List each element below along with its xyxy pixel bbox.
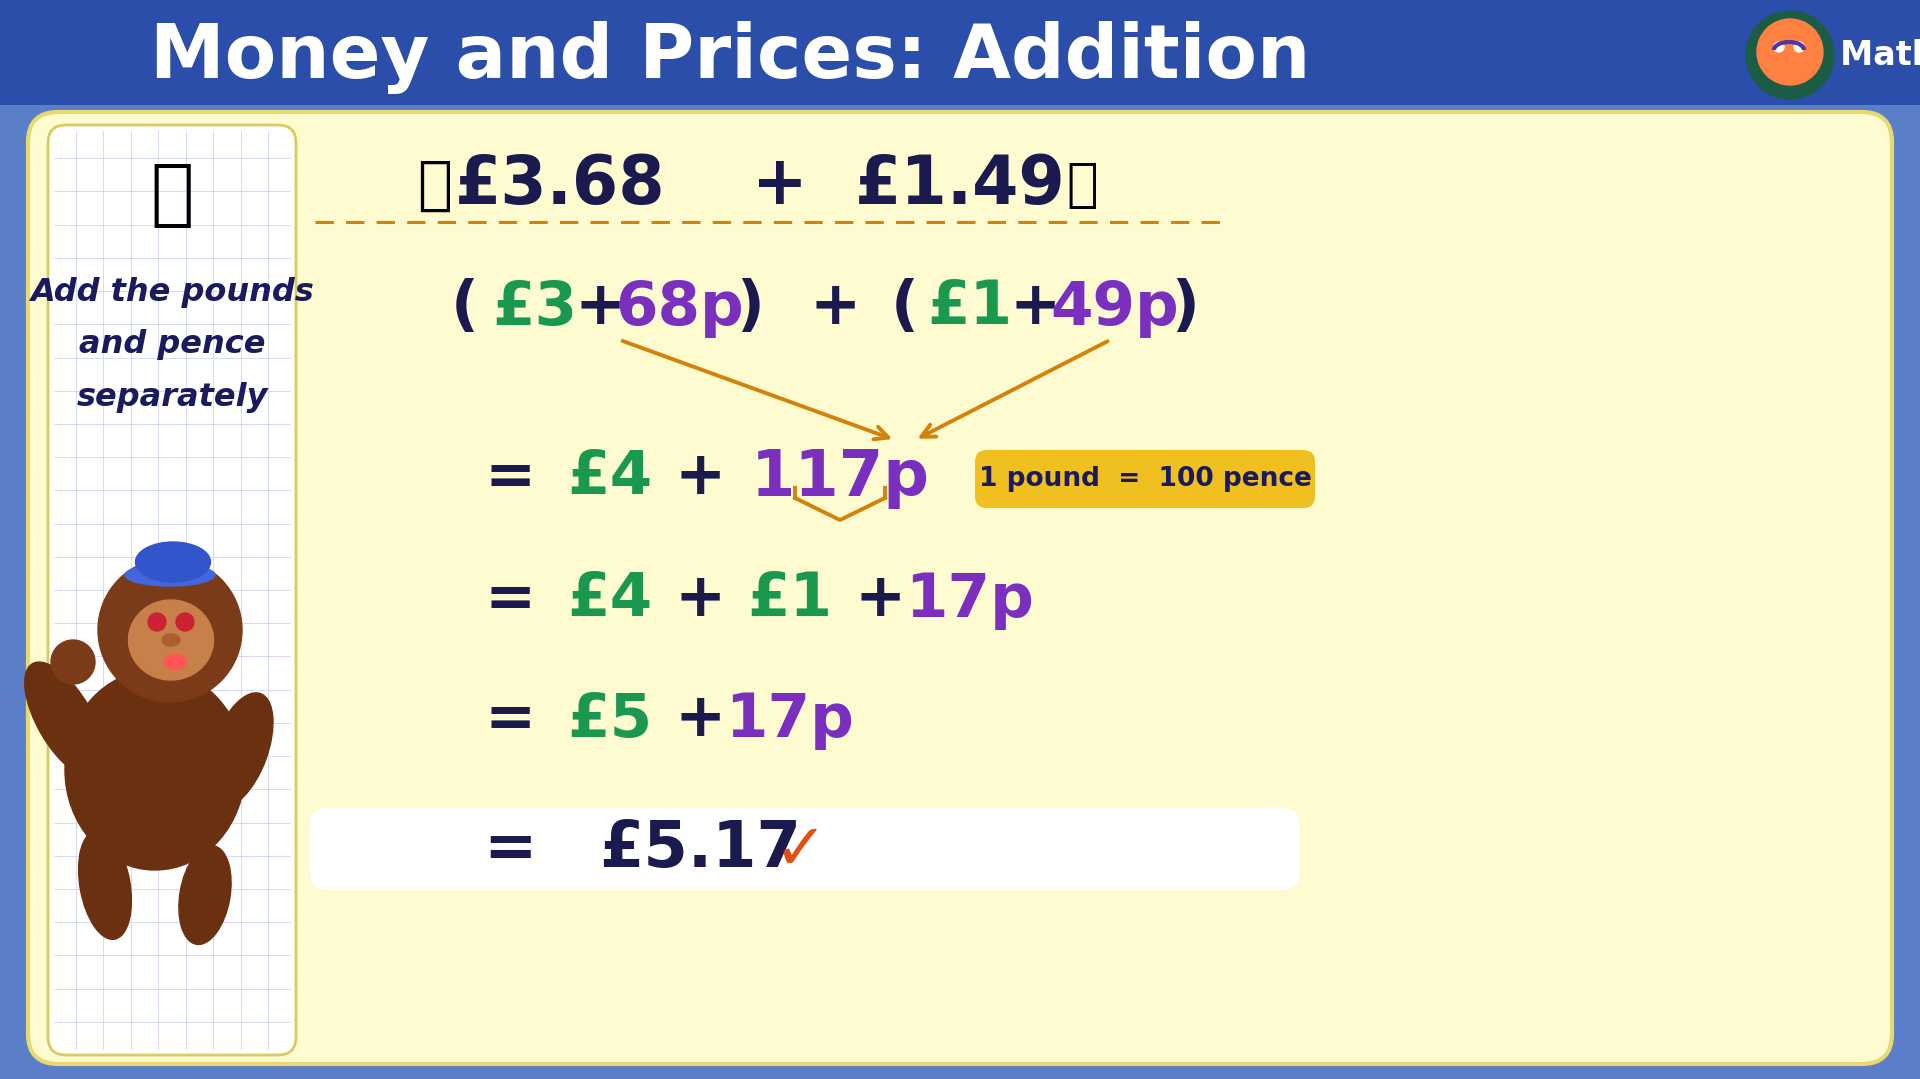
- Circle shape: [177, 613, 194, 631]
- Text: +: +: [674, 691, 726, 750]
- Circle shape: [52, 640, 94, 684]
- Text: +: +: [674, 571, 726, 629]
- Text: 49p: 49p: [1050, 278, 1179, 338]
- Text: +: +: [1010, 278, 1060, 338]
- Ellipse shape: [65, 670, 246, 870]
- Text: =: =: [484, 691, 536, 750]
- Text: 🧃: 🧃: [1066, 159, 1098, 211]
- Text: £5.17: £5.17: [599, 818, 801, 880]
- Ellipse shape: [179, 846, 230, 944]
- FancyBboxPatch shape: [29, 112, 1891, 1064]
- Text: Money and Prices: Addition: Money and Prices: Addition: [150, 22, 1309, 95]
- Circle shape: [148, 613, 165, 631]
- FancyBboxPatch shape: [309, 808, 1300, 890]
- Text: £1: £1: [927, 278, 1012, 338]
- FancyBboxPatch shape: [0, 0, 1920, 105]
- Text: (: (: [891, 278, 920, 338]
- Ellipse shape: [79, 831, 131, 940]
- Text: 68p: 68p: [616, 278, 745, 338]
- Text: =: =: [484, 818, 538, 880]
- Text: £4: £4: [568, 449, 653, 507]
- Text: (: (: [451, 278, 478, 338]
- Text: 117p: 117p: [751, 447, 929, 509]
- Text: £1.49: £1.49: [854, 152, 1066, 218]
- Text: £1: £1: [747, 571, 833, 629]
- Text: Add the pounds
and pence
separately: Add the pounds and pence separately: [31, 277, 313, 413]
- Circle shape: [1774, 42, 1784, 52]
- Circle shape: [1793, 42, 1805, 52]
- Circle shape: [98, 558, 242, 702]
- Ellipse shape: [125, 564, 215, 586]
- Text: 17p: 17p: [726, 691, 854, 750]
- Ellipse shape: [25, 663, 106, 778]
- Text: £4: £4: [568, 571, 653, 629]
- Ellipse shape: [161, 634, 180, 646]
- Text: 💡: 💡: [150, 161, 194, 230]
- Text: 1 pound  =  100 pence: 1 pound = 100 pence: [979, 466, 1311, 492]
- Text: £3.68: £3.68: [455, 152, 666, 218]
- Text: Maths Angel: Maths Angel: [1839, 39, 1920, 71]
- Text: =: =: [484, 571, 536, 629]
- Text: +: +: [854, 571, 906, 629]
- Text: 17p: 17p: [906, 571, 1035, 629]
- Circle shape: [1745, 11, 1834, 99]
- Text: 🥖: 🥖: [417, 156, 453, 214]
- Text: ✓: ✓: [774, 820, 828, 882]
- Ellipse shape: [163, 655, 186, 669]
- Text: +: +: [753, 152, 808, 218]
- Text: ): ): [735, 278, 764, 338]
- Ellipse shape: [136, 542, 211, 582]
- Text: +: +: [574, 278, 626, 338]
- Text: ): ): [1171, 278, 1198, 338]
- Text: £3: £3: [492, 278, 578, 338]
- FancyBboxPatch shape: [48, 125, 296, 1055]
- FancyBboxPatch shape: [975, 450, 1315, 508]
- Text: +: +: [810, 278, 860, 338]
- Text: =: =: [484, 449, 536, 507]
- Circle shape: [1757, 19, 1822, 85]
- Text: £5: £5: [568, 691, 653, 750]
- Text: +: +: [674, 449, 726, 507]
- Ellipse shape: [129, 600, 213, 680]
- Ellipse shape: [207, 693, 273, 807]
